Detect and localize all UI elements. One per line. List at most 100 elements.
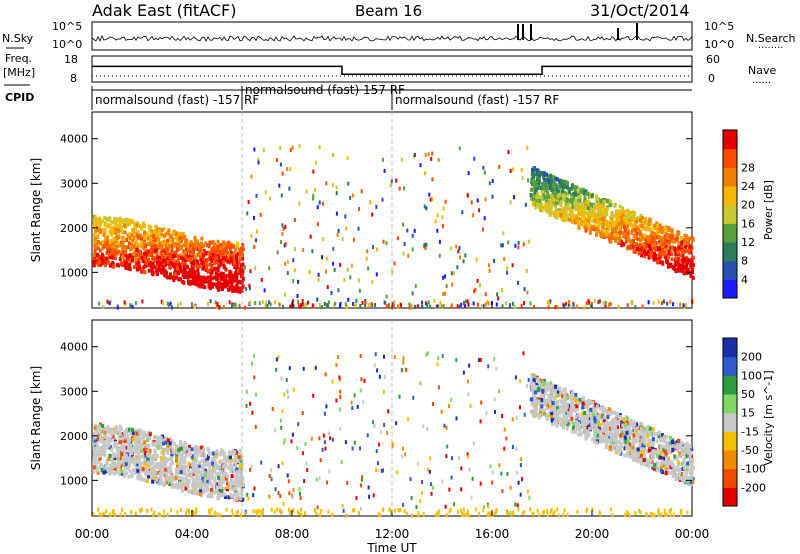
data-point	[152, 229, 156, 234]
data-point	[193, 270, 197, 275]
data-point	[507, 240, 510, 245]
data-point	[169, 462, 173, 467]
data-point	[199, 279, 203, 284]
data-point	[528, 239, 531, 244]
data-point	[93, 435, 97, 440]
freq-trace	[92, 65, 692, 77]
data-point	[164, 255, 168, 259]
data-point	[204, 261, 208, 266]
data-point	[175, 239, 179, 243]
data-point	[291, 299, 294, 304]
data-point	[514, 304, 517, 309]
data-point	[580, 218, 584, 223]
data-point	[104, 235, 108, 240]
data-point	[228, 247, 232, 252]
data-point	[122, 259, 126, 264]
data-point	[118, 257, 122, 261]
data-point	[177, 276, 181, 281]
data-point	[239, 484, 243, 489]
data-point	[590, 193, 594, 198]
data-point	[681, 443, 685, 448]
data-point	[660, 225, 664, 230]
data-point	[192, 242, 196, 247]
data-point	[529, 301, 532, 306]
data-point	[286, 259, 289, 264]
data-point	[424, 245, 427, 250]
data-point	[173, 272, 177, 277]
data-point	[608, 233, 612, 238]
data-point	[482, 227, 484, 232]
data-point	[145, 231, 149, 236]
data-point	[116, 431, 120, 436]
data-point	[206, 494, 210, 499]
data-point	[678, 476, 682, 481]
data-point	[96, 246, 100, 251]
data-point	[281, 223, 284, 228]
data-point	[545, 416, 549, 421]
data-point	[241, 252, 245, 257]
data-point	[408, 302, 411, 307]
data-point	[530, 381, 534, 386]
data-point	[427, 300, 430, 305]
data-point	[589, 304, 592, 309]
data-point	[255, 193, 258, 198]
data-point	[677, 438, 680, 443]
data-point	[232, 245, 236, 250]
data-point	[129, 259, 133, 264]
data-point	[349, 275, 352, 280]
freq-left-tick-top: 18	[64, 53, 78, 66]
data-point	[177, 303, 179, 308]
data-point	[639, 453, 643, 458]
data-point	[213, 464, 217, 469]
data-point	[554, 417, 558, 422]
data-point	[414, 304, 417, 309]
data-point	[127, 441, 130, 446]
data-point	[238, 248, 242, 253]
data-point	[346, 304, 348, 309]
data-point	[164, 477, 168, 482]
data-point	[330, 290, 333, 295]
data-point	[225, 487, 229, 492]
data-point	[161, 262, 165, 267]
data-point	[571, 204, 575, 209]
data-point	[625, 220, 628, 225]
data-point	[207, 244, 211, 249]
data-point	[179, 277, 183, 282]
data-point	[169, 237, 173, 242]
data-point	[595, 227, 599, 232]
data-point	[520, 303, 523, 308]
data-point	[210, 491, 214, 496]
data-point	[554, 210, 558, 215]
data-point	[126, 465, 130, 470]
data-point	[578, 219, 582, 224]
data-point	[158, 257, 162, 262]
data-point	[194, 242, 198, 247]
data-point	[328, 300, 330, 305]
data-point	[114, 425, 118, 430]
data-point	[157, 465, 161, 469]
data-point	[125, 445, 129, 450]
data-point	[629, 448, 633, 453]
data-point	[127, 254, 131, 259]
data-point	[132, 445, 136, 450]
data-point	[187, 462, 191, 466]
data-point	[597, 300, 600, 305]
data-point	[149, 225, 153, 230]
data-point	[166, 438, 170, 443]
data-point	[603, 407, 607, 412]
data-point	[571, 183, 574, 188]
data-point	[546, 184, 550, 189]
data-point	[556, 194, 560, 199]
data-point	[218, 480, 221, 485]
data-point	[187, 241, 191, 246]
data-point	[102, 449, 106, 453]
data-point	[122, 469, 126, 474]
data-point	[141, 467, 145, 472]
data-point	[281, 171, 284, 176]
data-point	[137, 257, 141, 262]
data-point	[189, 273, 193, 277]
data-point	[521, 175, 524, 180]
data-point	[175, 461, 179, 466]
data-point	[233, 492, 237, 496]
data-point	[159, 436, 163, 441]
